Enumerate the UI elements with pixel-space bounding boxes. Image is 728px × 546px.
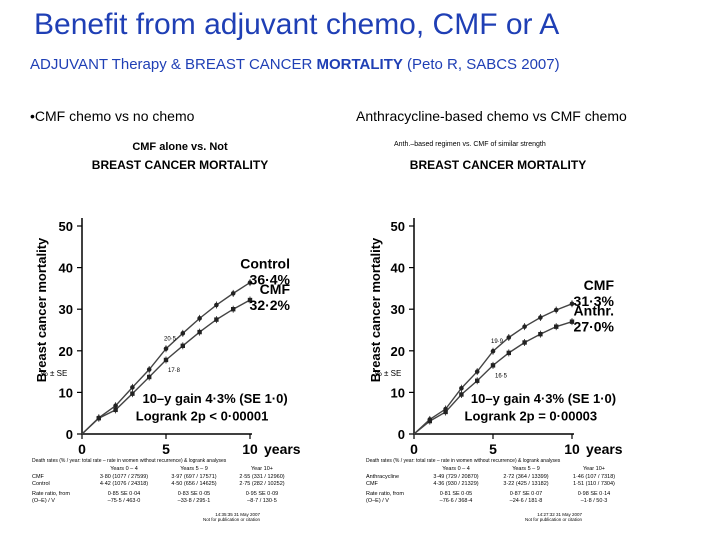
slide-title: Benefit from adjuvant chemo, CMF or A <box>34 8 560 41</box>
series-value-label: 36·4% <box>250 272 291 288</box>
chart-cmf-vs-no-chemo: CMF alone vs. Not BREAST CANCER MORTALITY… <box>32 141 301 522</box>
table-header: Years 0 – 4 <box>442 466 470 472</box>
table-cell: 1·51 (110 / 7304) <box>573 481 615 487</box>
table-cell: –1·8 / 50·3 <box>581 498 608 504</box>
table-cell: 2·72 (364 / 13399) <box>503 474 548 480</box>
table-cell: 3·80 (1077 / 27599) <box>100 474 148 480</box>
footer-note: Not for publication or citation <box>203 517 261 522</box>
subtitle-part2: (Peto R, SABCS 2007) <box>402 56 560 73</box>
x-tick-label: 10 <box>242 441 258 457</box>
footer-note: Not for publication or citation <box>525 517 583 522</box>
x-tick-label: 0 <box>78 441 86 457</box>
y-axis-label: Breast cancer mortality <box>368 237 383 382</box>
y-tick-label: 0 <box>398 427 405 442</box>
x-tick-label: 10 <box>564 441 580 457</box>
right-panel-label: Anthracycline-based chemo vs CMF chemo <box>356 108 627 124</box>
table-cell: 0·98 SE 0·14 <box>578 491 610 497</box>
chart-title-line2: BREAST CANCER MORTALITY <box>410 158 586 172</box>
y-tick-label: 20 <box>59 344 73 359</box>
table-row-label: Anthracycline <box>366 474 399 480</box>
table-cell: 0·83 SE 0·05 <box>178 491 210 497</box>
table-row-label: (O–E) / V <box>32 498 55 504</box>
table-header: Years 0 – 4 <box>110 466 138 472</box>
table-cell: 0·87 SE 0·07 <box>510 491 542 497</box>
table-row-label: CMF <box>366 481 379 487</box>
y-axis-unit-label: % ± SE <box>41 369 68 378</box>
table-cell: 0·95 SE 0·09 <box>246 491 278 497</box>
y-axis-label: Breast cancer mortality <box>34 237 49 382</box>
y-axis-unit-label: % ± SE <box>375 369 402 378</box>
y-tick-label: 30 <box>391 302 405 317</box>
table-cell: 0·81 SE 0·05 <box>440 491 472 497</box>
y-tick-label: 40 <box>59 261 73 276</box>
x-axis-label: years <box>264 441 301 457</box>
gain-text: 10–y gain 4·3% (SE 1·0) <box>142 391 287 406</box>
y-tick-label: 50 <box>59 219 73 234</box>
table-row-label: CMF <box>32 474 45 480</box>
series-name-label: CMF <box>584 277 615 293</box>
series-name-label: CMF <box>260 281 291 297</box>
table-cell: 0·85 SE 0·04 <box>108 491 140 497</box>
table-row-label: (O–E) / V <box>366 498 389 504</box>
x-tick-label: 5 <box>162 441 170 457</box>
gain-text: 10–y gain 4·3% (SE 1·0) <box>471 391 616 406</box>
x-tick-label: 0 <box>410 441 418 457</box>
y-tick-label: 40 <box>391 261 405 276</box>
table-cell: 4·50 (656 / 14625) <box>171 481 216 487</box>
y-tick-label: 10 <box>391 385 405 400</box>
table-cell: 1·46 (107 / 7318) <box>573 474 615 480</box>
chart-title-line2: BREAST CANCER MORTALITY <box>92 158 268 172</box>
table-cell: 4·42 (1076 / 24318) <box>100 481 148 487</box>
point-annotation: 17·8 <box>168 368 181 374</box>
point-annotation: 20·5 <box>164 337 177 343</box>
table-cell: 3·49 (729 / 20870) <box>433 474 478 480</box>
table-header: Year 10+ <box>251 466 273 472</box>
series-name-label: Control <box>240 256 290 272</box>
series-value-label: 32·2% <box>250 297 291 313</box>
x-tick-label: 5 <box>489 441 497 457</box>
logrank-text: Logrank 2p < 0·00001 <box>136 409 269 424</box>
table-row-label: Rate ratio, from <box>32 491 70 497</box>
chart-header-note: Anth.–based regimen vs. CMF of similar s… <box>394 141 546 148</box>
table-cell: 3·97 (697 / 17571) <box>171 474 216 480</box>
x-axis-label: years <box>586 441 623 457</box>
point-annotation: 19·9 <box>491 339 504 345</box>
chart-title-line1: CMF alone vs. Not <box>132 141 228 153</box>
footer-timestamp: 14:27:32 31 May 2007 <box>537 512 582 517</box>
y-tick-label: 20 <box>391 344 405 359</box>
slide-subtitle: ADJUVANT Therapy & BREAST CANCER MORTALI… <box>30 56 560 73</box>
table-cell: –24·6 / 181·8 <box>510 498 543 504</box>
table-header: Years 5 – 9 <box>180 466 208 472</box>
table-cell: –33·8 / 295·1 <box>178 498 211 504</box>
subtitle-bold: MORTALITY <box>316 56 403 73</box>
y-tick-label: 10 <box>59 385 73 400</box>
subtitle-part1: ADJUVANT Therapy & BREAST CANCER <box>30 56 317 73</box>
series-value-label: 31·3% <box>574 293 615 309</box>
table-caption: Death rates (% / year: total rate – rate… <box>366 458 561 464</box>
table-cell: –8·7 / 130·5 <box>247 498 277 504</box>
y-tick-label: 50 <box>391 219 405 234</box>
footer-timestamp: 14:35:35 31 May 2007 <box>215 512 260 517</box>
table-cell: –76·6 / 368·4 <box>440 498 473 504</box>
y-tick-label: 0 <box>66 427 73 442</box>
series-value-label: 27·0% <box>574 319 615 335</box>
series-name-label: Anthr. <box>574 303 614 319</box>
table-row-label: Control <box>32 481 50 487</box>
table-cell: 2·55 (331 / 12960) <box>239 474 284 480</box>
y-tick-label: 30 <box>59 302 73 317</box>
point-annotation: 16·5 <box>495 373 508 379</box>
table-row-label: Rate ratio, from <box>366 491 404 497</box>
left-panel-label: •CMF chemo vs no chemo <box>30 108 195 124</box>
table-caption: Death rates (% / year: total rate – rate… <box>32 458 227 464</box>
table-header: Year 10+ <box>583 466 605 472</box>
table-cell: 2·75 (282 / 10252) <box>239 481 284 487</box>
chart-anthracycline-vs-cmf: Anth.–based regimen vs. CMF of similar s… <box>366 141 623 522</box>
table-cell: 4·36 (930 / 21329) <box>433 481 478 487</box>
logrank-text: Logrank 2p = 0·00003 <box>465 409 598 424</box>
table-cell: 3·22 (425 / 13182) <box>503 481 548 487</box>
table-cell: –75·5 / 463·0 <box>108 498 141 504</box>
table-header: Years 5 – 9 <box>512 466 540 472</box>
